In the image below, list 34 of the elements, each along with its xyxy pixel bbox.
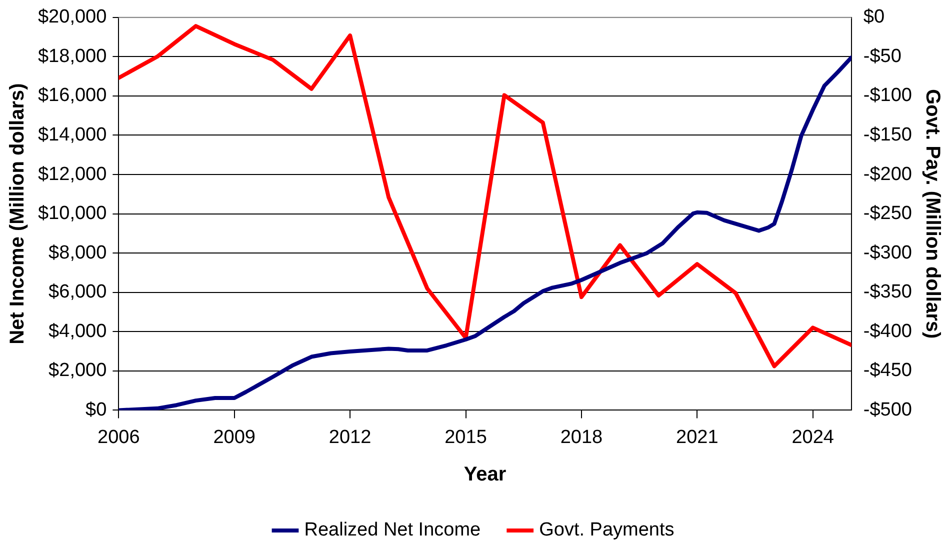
y-tick-label: $2,000 [48,360,107,382]
y2-tick-label: -$500 [863,399,912,420]
y-axis-title: Net Income (Million dollars) [6,83,29,344]
y2-tick-label: -$400 [863,320,912,342]
y2-tick-label: -$450 [863,360,912,382]
legend-label: Govt. Payments [539,520,674,541]
y2-axis-title: Govt. Pay. (Million dollars) [921,88,944,339]
x-tick-label: 2021 [676,426,718,448]
y2-tick-label: -$300 [863,242,912,264]
y-tick-label: $4,000 [48,320,107,342]
x-tick-label: 2009 [213,426,256,448]
y-tick-label: $12,000 [38,164,107,185]
y2-tick-label: $0 [863,6,885,28]
x-tick-label: 2012 [328,426,372,448]
y-tick-label: $14,000 [38,124,107,146]
x-tick-label: 2006 [98,426,140,448]
x-axis-title: Year [464,464,506,486]
y-tick-label: $6,000 [48,282,107,303]
y-tick-label: $18,000 [38,46,107,67]
y2-tick-label: -$100 [863,85,912,106]
y2-tick-label: -$150 [863,124,912,146]
y2-tick-label: -$50 [863,46,902,67]
y-tick-label: $16,000 [38,85,107,106]
y-tick-label: $0 [86,399,107,420]
y-tick-label: $20,000 [38,6,107,28]
y-tick-label: $8,000 [48,242,107,264]
x-tick-label: 2018 [560,426,603,448]
x-tick-label: 2024 [792,426,834,448]
x-tick-label: 2015 [444,426,487,448]
y2-tick-label: -$350 [863,282,912,303]
y2-tick-label: -$250 [863,203,912,224]
y2-tick-label: -$200 [863,164,912,185]
legend-label: Realized Net Income [304,520,481,541]
y-tick-label: $10,000 [38,203,107,224]
